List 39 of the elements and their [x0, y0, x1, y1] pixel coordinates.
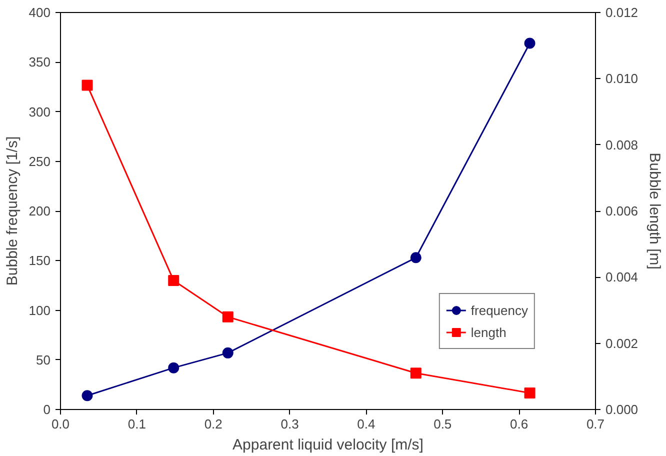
y-tick-label: 150 [28, 253, 51, 268]
y-tick-label: 350 [28, 54, 51, 70]
x-tick-label: 0.4 [357, 416, 376, 432]
y2-tick-label: 0.002 [606, 336, 638, 351]
point [222, 347, 234, 358]
point [410, 252, 422, 264]
legend-label: frequency [470, 302, 528, 318]
x-tick-label: 0.7 [586, 416, 605, 432]
y-tick-label: 300 [28, 104, 51, 120]
legend-label: length [470, 324, 506, 340]
y2-axis-title: Bubble length [m] [646, 152, 664, 270]
y-tick-label: 250 [28, 154, 51, 169]
x-tick-label: 0.5 [434, 416, 452, 432]
y-axis-title: Bubble frequency [1/s] [4, 136, 21, 286]
x-axis-title: Apparent liquid velocity [m/s] [232, 436, 424, 454]
point [168, 362, 180, 374]
point [410, 368, 422, 379]
y-tick-label: 100 [28, 302, 51, 318]
x-tick-label: 0.3 [280, 416, 299, 432]
point [168, 274, 180, 286]
point [524, 387, 536, 398]
point [82, 390, 93, 402]
y-tick-label: 400 [28, 5, 51, 20]
y-tick-label: 50 [36, 352, 51, 368]
y-tick-label: 200 [28, 204, 51, 218]
x-tick-label: 0.2 [204, 416, 222, 432]
point [222, 311, 234, 322]
y2-tick-label: 0.012 [606, 5, 638, 20]
point [524, 38, 536, 49]
y2-tick-label: 0.006 [606, 204, 638, 218]
y2-tick-label: 0.004 [606, 270, 638, 285]
y2-tick-label: 0.008 [606, 137, 638, 152]
x-tick-label: 0.1 [128, 416, 146, 432]
y2-tick-label: 0.010 [606, 71, 638, 86]
y2-tick-label: 0.000 [606, 402, 638, 417]
y-tick-label: 0 [43, 402, 51, 417]
x-tick-label: 0.6 [510, 416, 528, 432]
point [82, 80, 93, 91]
x-tick-label: 0.0 [51, 416, 70, 432]
